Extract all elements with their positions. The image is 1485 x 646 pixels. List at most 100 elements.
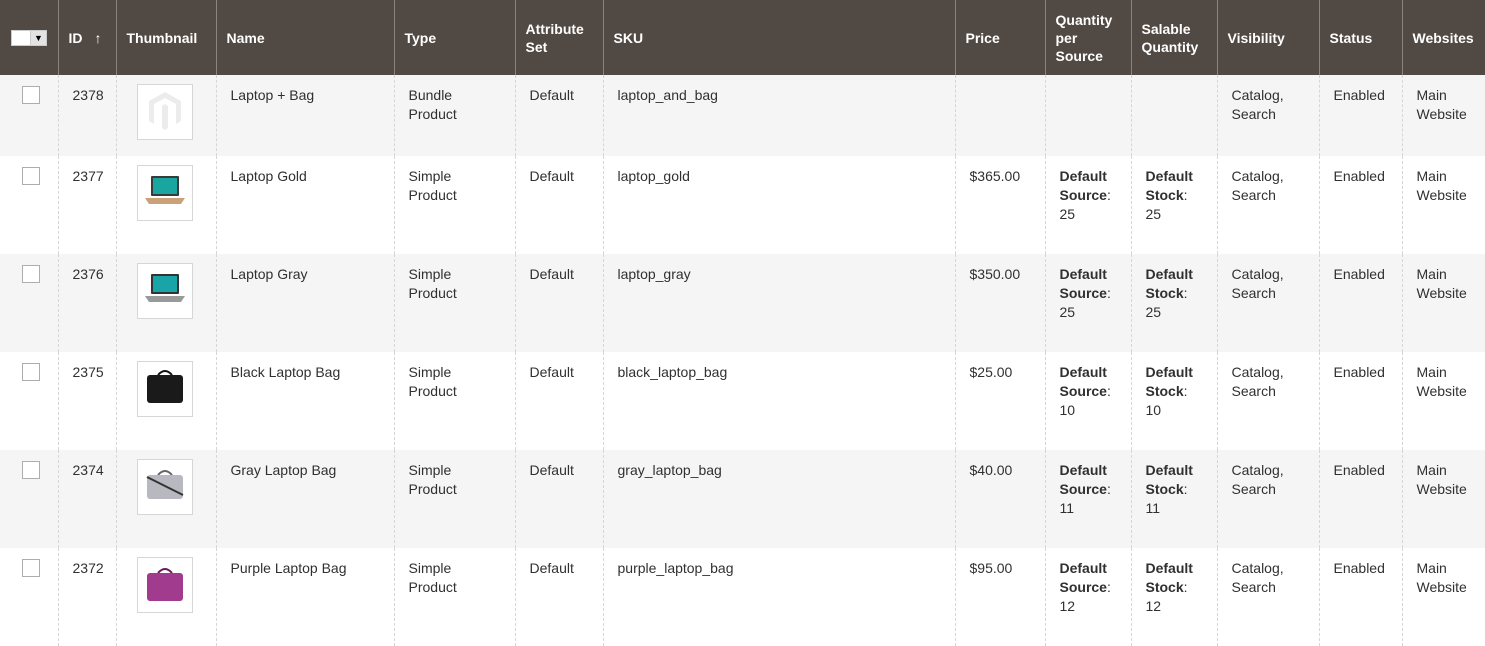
col-id[interactable]: ID ↑ xyxy=(57,0,116,75)
cell-name: Laptop Gray xyxy=(215,254,394,352)
cell-attribute-set: Default xyxy=(514,548,603,646)
cell-qty-per-source: Default Source: 25 xyxy=(1044,254,1131,352)
col-websites[interactable]: Websites xyxy=(1401,0,1485,75)
cell-qty-per-source: Default Source: 25 xyxy=(1044,156,1131,254)
cell-qty-per-source: Default Source: 12 xyxy=(1044,548,1131,646)
cell-price: $95.00 xyxy=(954,548,1045,646)
cell-id: 2378 xyxy=(57,75,116,156)
bag-black-image xyxy=(143,365,187,414)
cell-salable-qty: Default Stock: 25 xyxy=(1130,254,1217,352)
cell-id: 2372 xyxy=(57,548,116,646)
cell-price: $365.00 xyxy=(954,156,1045,254)
cell-sku: laptop_gold xyxy=(602,156,955,254)
product-thumbnail[interactable] xyxy=(136,557,193,613)
cell-websites: Main Website xyxy=(1401,548,1485,646)
row-checkbox[interactable] xyxy=(22,559,40,577)
cell-websites: Main Website xyxy=(1401,450,1485,548)
grid-header: ▼ ID ↑ Thumbnail Name Type Attribute Set … xyxy=(0,0,1485,75)
cell-attribute-set: Default xyxy=(514,352,603,450)
row-checkbox[interactable] xyxy=(22,265,40,283)
cell-status: Enabled xyxy=(1318,254,1402,352)
cell-visibility: Catalog, Search xyxy=(1216,156,1319,254)
sort-arrow-icon: ↑ xyxy=(94,29,102,46)
cell-type: Simple Product xyxy=(393,156,515,254)
table-row[interactable]: 2377 Laptop Gold Simple Product Default … xyxy=(0,156,1485,254)
cell-type: Simple Product xyxy=(393,254,515,352)
col-sku[interactable]: SKU xyxy=(602,0,955,75)
cell-id: 2377 xyxy=(57,156,116,254)
cell-qty-per-source xyxy=(1044,75,1131,156)
cell-status: Enabled xyxy=(1318,75,1402,156)
cell-websites: Main Website xyxy=(1401,352,1485,450)
mass-select[interactable]: ▼ xyxy=(0,0,58,75)
cell-id: 2376 xyxy=(57,254,116,352)
cell-name: Purple Laptop Bag xyxy=(215,548,394,646)
bag-purple-image xyxy=(143,561,187,610)
cell-sku: laptop_and_bag xyxy=(602,75,955,156)
cell-type: Simple Product xyxy=(393,450,515,548)
col-qty-per-source: Quantity per Source xyxy=(1044,0,1131,75)
cell-visibility: Catalog, Search xyxy=(1216,450,1319,548)
cell-price: $25.00 xyxy=(954,352,1045,450)
row-checkbox[interactable] xyxy=(22,86,40,104)
cell-attribute-set: Default xyxy=(514,75,603,156)
col-thumbnail: Thumbnail xyxy=(115,0,216,75)
cell-websites: Main Website xyxy=(1401,75,1485,156)
cell-price: $40.00 xyxy=(954,450,1045,548)
chevron-down-icon[interactable]: ▼ xyxy=(31,29,47,46)
cell-type: Simple Product xyxy=(393,352,515,450)
cell-name: Laptop + Bag xyxy=(215,75,394,156)
product-thumbnail[interactable] xyxy=(136,165,193,221)
laptop-gray-image xyxy=(142,272,188,311)
cell-sku: laptop_gray xyxy=(602,254,955,352)
cell-visibility: Catalog, Search xyxy=(1216,548,1319,646)
col-attribute-set[interactable]: Attribute Set xyxy=(514,0,603,75)
table-row[interactable]: 2378 Laptop + Bag Bundle Product Default… xyxy=(0,75,1485,156)
row-checkbox[interactable] xyxy=(22,461,40,479)
cell-price xyxy=(954,75,1045,156)
cell-name: Laptop Gold xyxy=(215,156,394,254)
col-visibility[interactable]: Visibility xyxy=(1216,0,1319,75)
col-status[interactable]: Status xyxy=(1318,0,1402,75)
cell-salable-qty: Default Stock: 12 xyxy=(1130,548,1217,646)
table-row[interactable]: 2374 Gray Laptop Bag Simple Product Defa… xyxy=(0,450,1485,548)
cell-status: Enabled xyxy=(1318,450,1402,548)
table-row[interactable]: 2372 Purple Laptop Bag Simple Product De… xyxy=(0,548,1485,646)
cell-sku: gray_laptop_bag xyxy=(602,450,955,548)
mass-select-checkbox[interactable] xyxy=(11,29,31,46)
cell-sku: purple_laptop_bag xyxy=(602,548,955,646)
cell-websites: Main Website xyxy=(1401,156,1485,254)
cell-type: Bundle Product xyxy=(393,75,515,156)
row-checkbox[interactable] xyxy=(22,363,40,381)
cell-visibility: Catalog, Search xyxy=(1216,352,1319,450)
laptop-gold-image xyxy=(142,174,188,213)
col-price[interactable]: Price xyxy=(954,0,1045,75)
col-salable-qty: Salable Quantity xyxy=(1130,0,1217,75)
cell-status: Enabled xyxy=(1318,352,1402,450)
magento-placeholder-image xyxy=(147,90,183,135)
row-checkbox[interactable] xyxy=(22,167,40,185)
col-type[interactable]: Type xyxy=(393,0,515,75)
cell-sku: black_laptop_bag xyxy=(602,352,955,450)
cell-id: 2374 xyxy=(57,450,116,548)
table-row[interactable]: 2375 Black Laptop Bag Simple Product Def… xyxy=(0,352,1485,450)
cell-id: 2375 xyxy=(57,352,116,450)
cell-visibility: Catalog, Search xyxy=(1216,254,1319,352)
cell-status: Enabled xyxy=(1318,548,1402,646)
bag-gray-image xyxy=(143,463,187,512)
cell-price: $350.00 xyxy=(954,254,1045,352)
product-thumbnail[interactable] xyxy=(136,263,193,319)
product-thumbnail[interactable] xyxy=(136,84,193,140)
col-name[interactable]: Name xyxy=(215,0,394,75)
product-thumbnail[interactable] xyxy=(136,459,193,515)
cell-salable-qty: Default Stock: 11 xyxy=(1130,450,1217,548)
cell-salable-qty xyxy=(1130,75,1217,156)
product-thumbnail[interactable] xyxy=(136,361,193,417)
cell-salable-qty: Default Stock: 10 xyxy=(1130,352,1217,450)
cell-name: Black Laptop Bag xyxy=(215,352,394,450)
cell-attribute-set: Default xyxy=(514,254,603,352)
table-row[interactable]: 2376 Laptop Gray Simple Product Default … xyxy=(0,254,1485,352)
cell-status: Enabled xyxy=(1318,156,1402,254)
cell-type: Simple Product xyxy=(393,548,515,646)
